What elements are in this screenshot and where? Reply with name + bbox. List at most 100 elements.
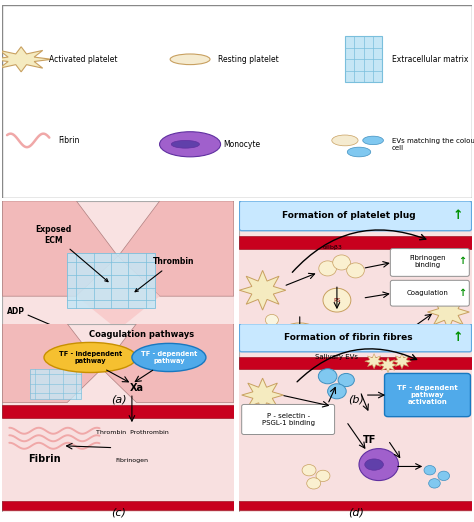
Bar	[30, 369, 81, 399]
Text: ADP: ADP	[7, 307, 25, 316]
Circle shape	[307, 478, 320, 489]
Bar	[2, 501, 234, 509]
Polygon shape	[2, 201, 118, 296]
FancyBboxPatch shape	[239, 201, 472, 231]
Polygon shape	[99, 353, 119, 371]
Text: Fibrinogen: Fibrinogen	[115, 458, 148, 464]
Text: (a): (a)	[111, 395, 126, 405]
Ellipse shape	[44, 342, 137, 373]
Circle shape	[333, 255, 350, 270]
Polygon shape	[242, 378, 283, 412]
Text: αIIbβ3: αIIbβ3	[322, 245, 342, 250]
Text: Coagulation: Coagulation	[407, 290, 448, 296]
Text: (b): (b)	[348, 395, 365, 405]
Bar	[239, 369, 472, 501]
Polygon shape	[68, 353, 89, 371]
Bar	[239, 357, 472, 369]
Polygon shape	[365, 354, 383, 369]
Text: Coagulation pathways: Coagulation pathways	[89, 330, 194, 339]
Bar	[239, 236, 472, 248]
Polygon shape	[128, 353, 149, 371]
Polygon shape	[99, 366, 119, 384]
Bar	[67, 253, 155, 308]
FancyBboxPatch shape	[239, 324, 472, 352]
Text: ↑: ↑	[458, 256, 466, 266]
Ellipse shape	[365, 459, 383, 470]
Text: Fibrin: Fibrin	[27, 454, 60, 464]
Circle shape	[347, 147, 371, 157]
Polygon shape	[76, 256, 160, 330]
Text: ↑: ↑	[453, 209, 463, 222]
Text: P - selectin -
PSGL-1 binding: P - selectin - PSGL-1 binding	[262, 413, 315, 426]
Bar	[2, 418, 234, 501]
Circle shape	[424, 466, 436, 475]
Circle shape	[319, 369, 337, 384]
Polygon shape	[75, 366, 96, 384]
Text: Activated platelet: Activated platelet	[49, 55, 118, 64]
Bar	[239, 388, 472, 397]
Text: Salivary EVs: Salivary EVs	[315, 354, 358, 361]
Circle shape	[265, 314, 278, 326]
Circle shape	[438, 471, 449, 481]
Circle shape	[323, 288, 351, 312]
Text: TF - dependent
pathway
activation: TF - dependent pathway activation	[397, 385, 458, 405]
Circle shape	[328, 384, 346, 399]
Circle shape	[428, 479, 440, 488]
Polygon shape	[2, 324, 102, 402]
Text: Monocyte: Monocyte	[223, 140, 260, 149]
FancyBboxPatch shape	[390, 248, 469, 276]
Polygon shape	[99, 335, 119, 353]
Text: Resting platelet: Resting platelet	[218, 55, 279, 64]
Text: ROS: ROS	[302, 329, 316, 335]
Circle shape	[319, 261, 337, 276]
Text: PS: PS	[333, 298, 341, 303]
Text: Fibrinogen
binding: Fibrinogen binding	[409, 255, 446, 268]
Text: Xa: Xa	[129, 383, 144, 393]
Bar	[239, 501, 472, 509]
Bar	[345, 36, 383, 82]
Text: ↑: ↑	[453, 331, 463, 344]
Text: ↑: ↑	[458, 288, 466, 298]
Text: Formation of platelet plug: Formation of platelet plug	[282, 211, 415, 220]
Text: TF: TF	[363, 435, 376, 445]
Text: Thrombin: Thrombin	[135, 257, 194, 292]
Text: TF - independent
pathway: TF - independent pathway	[59, 351, 122, 364]
Ellipse shape	[170, 54, 210, 65]
Polygon shape	[428, 294, 469, 330]
Polygon shape	[118, 201, 234, 296]
Text: Thrombin  Prothrombin: Thrombin Prothrombin	[96, 430, 168, 435]
Polygon shape	[121, 339, 142, 357]
Polygon shape	[379, 358, 397, 373]
FancyBboxPatch shape	[242, 405, 335, 434]
Bar	[2, 406, 234, 418]
Text: EVs matching the colour of the origin
cell: EVs matching the colour of the origin ce…	[392, 138, 474, 151]
Polygon shape	[102, 324, 234, 402]
Bar	[2, 327, 234, 340]
Text: (c): (c)	[111, 508, 126, 518]
Text: Exposed
ECM: Exposed ECM	[35, 225, 108, 282]
Circle shape	[363, 136, 383, 145]
Text: TF - dependent
pathway: TF - dependent pathway	[141, 351, 197, 364]
FancyBboxPatch shape	[390, 280, 469, 306]
Polygon shape	[0, 47, 52, 72]
Polygon shape	[239, 270, 286, 310]
Circle shape	[359, 448, 399, 481]
Text: Fibrin: Fibrin	[59, 136, 80, 145]
Text: (d): (d)	[348, 508, 365, 518]
Polygon shape	[75, 339, 96, 357]
Polygon shape	[121, 366, 142, 384]
Text: Activation: Activation	[336, 345, 375, 354]
Ellipse shape	[283, 323, 317, 341]
Circle shape	[332, 135, 358, 146]
FancyBboxPatch shape	[384, 373, 471, 417]
Circle shape	[338, 373, 355, 387]
Circle shape	[160, 132, 220, 157]
Text: Extracellular matrix: Extracellular matrix	[392, 55, 468, 64]
Circle shape	[346, 263, 365, 278]
Text: Platelet
Plug: Platelet Plug	[132, 362, 166, 381]
Ellipse shape	[171, 140, 200, 148]
Bar	[239, 248, 472, 388]
Circle shape	[302, 465, 316, 476]
Polygon shape	[392, 354, 411, 369]
Circle shape	[270, 333, 283, 343]
